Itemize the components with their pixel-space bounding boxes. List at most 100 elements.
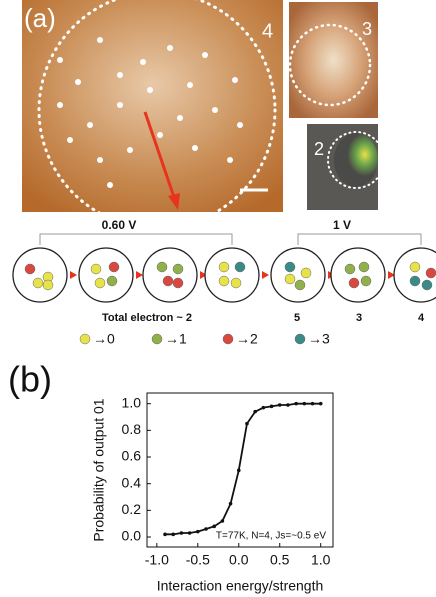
electron (33, 278, 43, 288)
voltage-label: 0.60 V (102, 218, 137, 232)
electron (410, 276, 420, 286)
state-circle (143, 248, 197, 302)
electron (285, 274, 295, 284)
data-point (196, 530, 200, 534)
state-circle (13, 248, 67, 302)
site-dot (212, 107, 218, 113)
data-point (311, 402, 315, 406)
state-circle (271, 248, 325, 302)
electron (219, 276, 229, 286)
site-dot (232, 77, 238, 83)
electron (301, 268, 311, 278)
data-point (270, 405, 274, 409)
site-dot (87, 122, 93, 128)
data-point (294, 402, 298, 406)
site-dot (147, 87, 153, 93)
state-circle (205, 248, 259, 302)
electron (235, 262, 245, 272)
legend-swatch (152, 334, 162, 344)
red-arrow (70, 271, 77, 279)
electron (109, 262, 119, 272)
x-axis-label: Interaction energy/strength (157, 578, 324, 594)
electron (25, 264, 35, 274)
legend-swatch (223, 334, 233, 344)
panel-label: (b) (8, 359, 52, 400)
data-point (171, 533, 175, 537)
panel-label: (a) (24, 3, 56, 33)
site-dot (97, 157, 103, 163)
electron (173, 264, 183, 274)
electron (231, 278, 241, 288)
data-point (319, 402, 323, 406)
electron-total: 5 (294, 312, 300, 324)
data-point (188, 531, 192, 535)
site-dot (57, 57, 63, 63)
electron (359, 262, 369, 272)
data-point (212, 525, 216, 529)
site-dot (177, 115, 183, 121)
electron (173, 278, 183, 288)
electron-total: 4 (418, 312, 425, 324)
electron (349, 278, 359, 288)
electron (285, 262, 295, 272)
y-tick-label: 0.4 (122, 474, 142, 490)
site-dot (97, 37, 103, 43)
x-tick-label: 0.0 (229, 552, 249, 568)
data-point (262, 406, 266, 410)
image-label: 3 (362, 19, 372, 39)
electron-total: Total electron ~ 2 (102, 312, 192, 324)
data-point (163, 533, 167, 537)
data-point (278, 403, 282, 407)
y-tick-label: 0.0 (122, 528, 142, 544)
site-dot (67, 137, 73, 143)
site-dot (127, 147, 133, 153)
site-dot (237, 122, 243, 128)
site-dot (192, 145, 198, 151)
molecule (334, 133, 378, 187)
site-dot (117, 72, 123, 78)
site-dot (107, 182, 113, 188)
annotation: T=77K, N=4, Js=~0.5 eV (216, 531, 326, 542)
electron (361, 276, 371, 286)
state-circle (331, 248, 385, 302)
y-tick-label: 0.6 (122, 448, 142, 464)
data-point (303, 402, 307, 406)
voltage-label: 1 V (333, 218, 351, 232)
legend-swatch (80, 334, 90, 344)
electron (43, 280, 53, 290)
legend-label: →3 (308, 331, 330, 347)
data-point (204, 527, 208, 531)
x-tick-label: 1.0 (311, 552, 331, 568)
electron-total: 3 (356, 312, 362, 324)
site-dot (157, 132, 163, 138)
x-tick-label: -0.5 (186, 552, 210, 568)
site-dot (117, 102, 123, 108)
data-point (237, 469, 241, 473)
red-arrow (262, 271, 269, 279)
site-dot (140, 59, 146, 65)
state-circle (79, 248, 133, 302)
y-tick-label: 0.2 (122, 501, 142, 517)
electron (219, 262, 229, 272)
site-dot (167, 45, 173, 51)
legend-label: →0 (93, 331, 115, 347)
data-point (253, 410, 257, 414)
data-point (245, 422, 249, 426)
site-dot (57, 102, 63, 108)
data-point (286, 403, 290, 407)
image-label: 2 (314, 139, 324, 159)
electron (410, 262, 420, 272)
electron (345, 264, 355, 274)
bracket (40, 234, 421, 245)
site-dot (75, 79, 81, 85)
image-label: 4 (262, 20, 273, 42)
legend-label: →2 (236, 331, 258, 347)
electron (107, 276, 117, 286)
site-dot (227, 157, 233, 163)
site-dot (202, 52, 208, 58)
series-line (165, 404, 321, 535)
electron (295, 280, 305, 290)
y-tick-label: 0.8 (122, 421, 142, 437)
data-point (180, 531, 184, 535)
y-axis-label: Probability of output 01 (91, 398, 107, 541)
